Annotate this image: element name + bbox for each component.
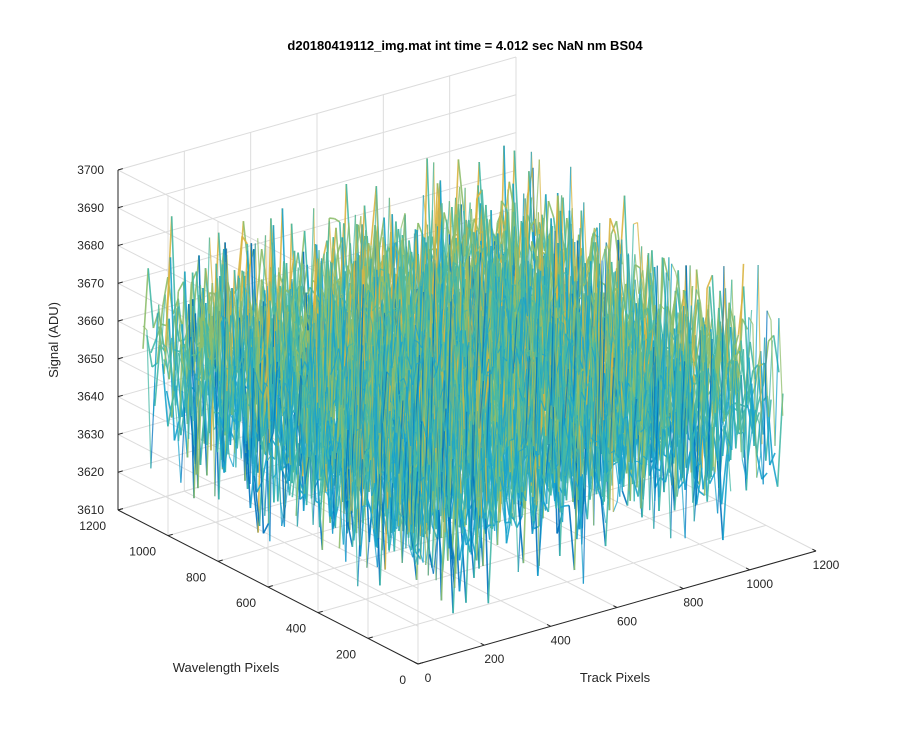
- surface-segment: [621, 490, 629, 506]
- surface-segment: [594, 472, 602, 490]
- surface-segment: [625, 283, 632, 301]
- sidewall-grid-z: [117, 471, 419, 627]
- surface-segment: [241, 235, 248, 245]
- floor-grid-y: [367, 524, 767, 639]
- surface-segment: [499, 211, 507, 231]
- surface-segment: [253, 475, 261, 527]
- surface-segment: [759, 351, 767, 461]
- surface-segment: [332, 506, 339, 529]
- surface-segment: [346, 520, 354, 547]
- surface-segment: [677, 481, 685, 489]
- surface-segment: [142, 268, 149, 349]
- surface-segment: [262, 522, 270, 534]
- surface-segment: [516, 515, 523, 528]
- surface-segment: [470, 536, 478, 561]
- surface-segment: [288, 250, 296, 293]
- surface-segment: [706, 274, 714, 289]
- surface-segment: [458, 528, 466, 592]
- surface-mesh: [142, 145, 784, 614]
- surface-segment: [161, 276, 169, 308]
- surface-segment: [378, 217, 385, 253]
- surface-segment: [647, 326, 655, 365]
- surface-segment: [599, 489, 607, 547]
- surface-segment: [649, 272, 657, 334]
- surface-segment: [161, 363, 169, 427]
- surface-segment: [190, 337, 198, 475]
- surface-segment: [147, 268, 155, 329]
- surface-segment: [161, 323, 167, 327]
- surface-segment: [168, 318, 176, 441]
- surface-segment: [370, 186, 378, 246]
- surface-segment: [563, 504, 570, 507]
- surface-segment: [154, 345, 161, 406]
- surface-segment: [460, 508, 467, 546]
- surface-segment: [197, 334, 204, 489]
- surface-segment: [708, 286, 716, 355]
- surface-segment: [503, 181, 511, 231]
- surface-segment: [541, 214, 548, 267]
- surface-segment: [165, 390, 173, 418]
- surface-segment: [299, 493, 306, 500]
- surface-segment: [609, 218, 617, 234]
- surface-segment: [440, 449, 448, 601]
- surface-segment: [447, 404, 454, 561]
- surface-segment: [291, 448, 299, 498]
- surface-segment: [737, 286, 745, 335]
- surface-segment: [335, 227, 342, 295]
- backwall-grid-z: [117, 132, 517, 247]
- surface-segment: [517, 500, 525, 564]
- surface-segment: [457, 159, 465, 211]
- surface-segment: [164, 257, 172, 352]
- surface-segment: [568, 505, 576, 571]
- surface-segment: [698, 490, 706, 497]
- surface-segment: [642, 308, 650, 377]
- surface-segment: [744, 384, 751, 402]
- surface-segment: [500, 200, 508, 210]
- surface-segment: [465, 459, 472, 603]
- surface-segment: [177, 281, 185, 292]
- surface-segment: [508, 514, 515, 521]
- surface-segment: [513, 150, 521, 258]
- surface-segment: [252, 480, 259, 533]
- surface-segment: [716, 461, 724, 541]
- surface-segment: [181, 390, 189, 458]
- surface-segment: [694, 330, 702, 366]
- surface-segment: [695, 467, 703, 505]
- sidewall-grid-z: [117, 433, 419, 589]
- surface-segment: [573, 409, 581, 571]
- surface-segment: [755, 453, 763, 480]
- surface-segment: [297, 251, 305, 306]
- surface-segment: [476, 189, 483, 199]
- surface-segment: [329, 217, 335, 220]
- surface-segment: [547, 200, 555, 218]
- surface-segment: [334, 218, 341, 223]
- surface-segment: [722, 454, 729, 541]
- surface-segment: [576, 415, 583, 515]
- surface-segment: [151, 362, 158, 368]
- backwall-grid-z: [117, 94, 517, 209]
- surface-segment: [464, 528, 471, 553]
- surface-segment: [150, 338, 157, 354]
- surface-segment: [731, 406, 738, 435]
- surface-segment: [346, 481, 354, 523]
- surface-segment: [177, 370, 185, 442]
- surface-segment: [720, 454, 728, 505]
- backwall-grid-z: [117, 169, 517, 284]
- surface-segment: [374, 461, 381, 510]
- backwall-grid-z: [117, 56, 517, 171]
- surface-segment: [249, 454, 257, 509]
- floor-grid-y: [317, 499, 717, 614]
- surface-segment: [690, 377, 698, 452]
- surface-segment: [178, 343, 186, 353]
- surface-segment: [455, 396, 462, 510]
- surface-segment: [435, 203, 443, 269]
